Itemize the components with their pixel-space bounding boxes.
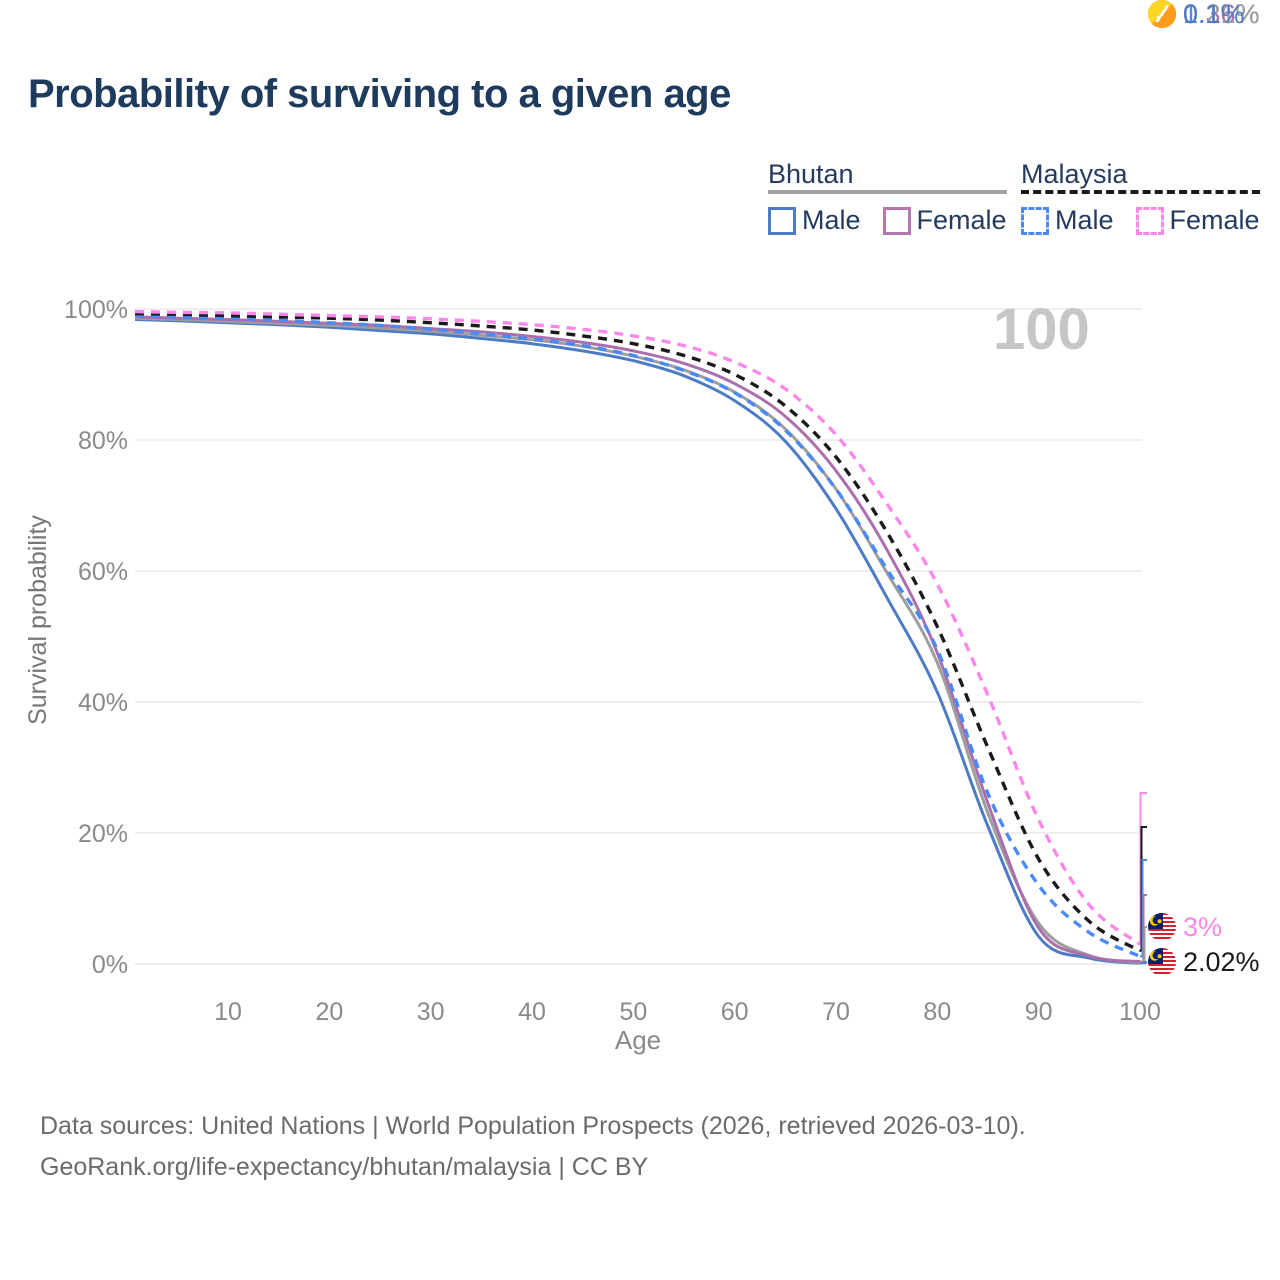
y-tick-label-80%: 80% [78, 427, 128, 455]
malaysia-male-line-swatch [1021, 206, 1049, 235]
endpoint-label-bhutan-male: 0.1% [1148, 0, 1245, 29]
bhutan-male-line-swatch [768, 206, 796, 235]
age-marker-watermark: 100 [993, 297, 1090, 362]
series-line-bhutan-total [134, 316, 1141, 965]
bhutan-female-line-swatch [882, 206, 911, 235]
x-tick-label-70: 70 [822, 998, 850, 1026]
legend-group-malaysia: Malaysia Male Female [1021, 160, 1260, 236]
endpoint-label-malaysia-total: 2.02% [1148, 946, 1260, 977]
y-tick-label-40%: 40% [78, 689, 128, 717]
endpoint-value: 0.21% [1183, 0, 1260, 29]
malaysia-total-line-swatch [1021, 190, 1260, 194]
endpoint-value: 3% [1183, 911, 1223, 942]
series-line-malaysia-male [134, 313, 1141, 958]
bhutan-flag-icon [1148, 0, 1176, 28]
legend-country-label-malaysia: Malaysia [1021, 159, 1128, 189]
endpoint-value: 0.1% [1183, 0, 1245, 29]
y-tick-label-0%: 0% [92, 951, 128, 979]
malaysia-female-line-swatch [1135, 206, 1164, 235]
y-tick-label-60%: 60% [78, 558, 128, 586]
legend-item-bhutan-female[interactable]: Female [882, 205, 1007, 236]
malaysia-flag-icon [1148, 913, 1176, 941]
y-axis-title: Survival probability [24, 515, 52, 725]
legend-item-malaysia-male[interactable]: Male [1021, 205, 1114, 236]
series-line-bhutan-male [134, 318, 1141, 965]
x-tick-label-90: 90 [1025, 998, 1053, 1026]
legend-label: Male [802, 205, 861, 235]
legend-label: Male [1055, 205, 1114, 235]
legend-country-label-bhutan: Bhutan [768, 159, 854, 189]
legend-label: Female [916, 205, 1007, 235]
bhutan-total-line-swatch [768, 190, 1007, 194]
series-line-malaysia-female [134, 309, 1142, 946]
legend-item-malaysia-female[interactable]: Female [1135, 205, 1260, 236]
footer-line-2: GeoRank.org/life-expectancy/bhutan/malay… [40, 1153, 649, 1181]
endpoint-label-malaysia-female: 3% [1148, 911, 1223, 942]
data-source-attribution: Data sources: United Nations | World Pop… [40, 1106, 1026, 1188]
x-tick-label-20: 20 [315, 998, 343, 1026]
footer-line-1: Data sources: United Nations | World Pop… [40, 1112, 1026, 1140]
y-tick-label-100%: 100% [64, 296, 128, 324]
x-tick-label-100: 100 [1119, 998, 1161, 1026]
endpoint-value: 0.36% [1183, 0, 1260, 29]
legend-group-bhutan: Bhutan Male Female [768, 160, 1007, 236]
x-tick-label-80: 80 [923, 998, 951, 1026]
x-tick-label-40: 40 [518, 998, 546, 1026]
x-axis-title: Age [615, 1025, 661, 1055]
x-tick-label-30: 30 [417, 998, 445, 1026]
page-title: Probability of surviving to a given age [28, 72, 731, 116]
legend-item-bhutan-male[interactable]: Male [768, 205, 861, 236]
x-tick-label-50: 50 [619, 998, 647, 1026]
series-line-bhutan-female [134, 315, 1141, 964]
endpoint-connector-bhutan-male [1140, 961, 1147, 965]
y-tick-label-20%: 20% [78, 820, 128, 848]
series-line-malaysia-total [134, 311, 1141, 953]
endpoint-value: 1.16% [1183, 0, 1260, 29]
legend-label: Female [1169, 205, 1260, 235]
endpoint-value: 2.02% [1183, 946, 1260, 977]
x-tick-label-10: 10 [214, 998, 242, 1026]
malaysia-flag-icon [1148, 948, 1176, 976]
x-tick-label-60: 60 [721, 998, 749, 1026]
